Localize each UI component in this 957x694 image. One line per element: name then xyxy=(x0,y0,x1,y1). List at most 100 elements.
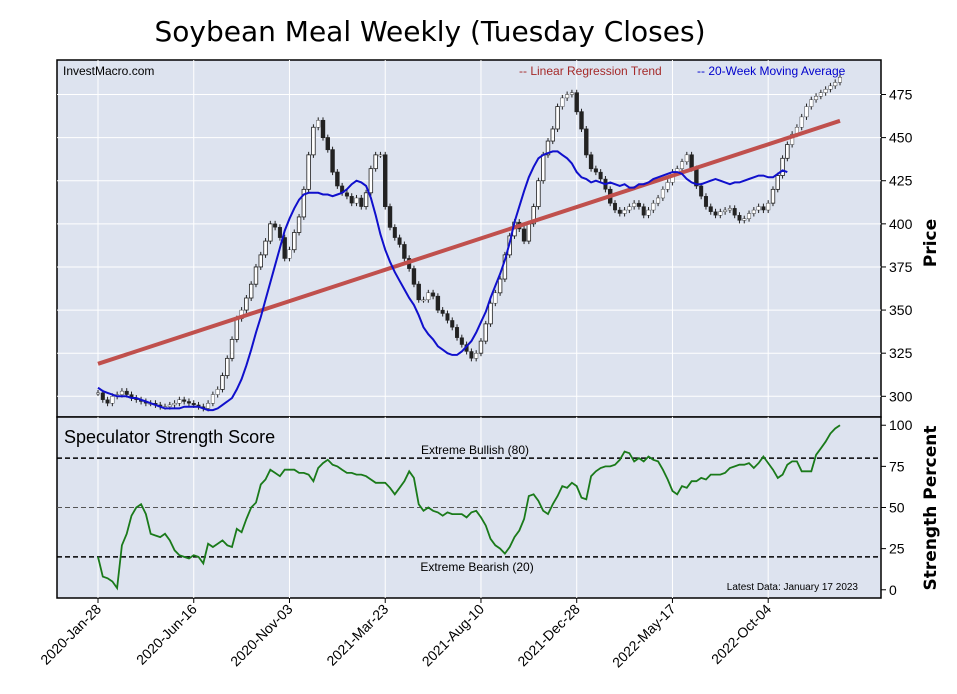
candle-body xyxy=(301,188,307,218)
price-y-label: Price xyxy=(921,219,941,267)
candle-body xyxy=(751,209,756,214)
candle-body xyxy=(368,168,374,194)
candle-body xyxy=(234,318,240,340)
strength-tick-label: 50 xyxy=(889,500,905,516)
candle-body xyxy=(402,244,407,259)
price-candles xyxy=(95,74,843,412)
candle-body xyxy=(770,188,776,204)
candle-body xyxy=(742,218,747,221)
candle-body xyxy=(344,192,349,197)
candle-body xyxy=(723,209,728,212)
candle-body xyxy=(660,189,665,199)
watermark: InvestMacro.com xyxy=(63,64,154,78)
candle-body xyxy=(569,92,574,95)
candle-body xyxy=(497,278,503,294)
candle-body xyxy=(392,227,397,238)
candle-body xyxy=(756,206,761,211)
candle-body xyxy=(646,209,651,216)
candle-body xyxy=(268,223,273,242)
candle-body xyxy=(182,399,187,402)
x-tick-label: 2020-Jan-28 xyxy=(37,601,104,668)
price-panel xyxy=(56,59,882,418)
candle-body xyxy=(727,208,732,211)
candle-body xyxy=(383,154,388,207)
candle-body xyxy=(105,399,110,404)
candle-body xyxy=(455,327,460,338)
moving-average-line xyxy=(97,150,788,412)
candle-body xyxy=(440,309,445,314)
candle-body xyxy=(100,392,105,400)
candle-body xyxy=(311,126,316,156)
price-tick-label: 450 xyxy=(889,130,913,146)
candle-body xyxy=(622,209,627,214)
strength-tick-label: 0 xyxy=(889,582,897,598)
strength-y-axis: 0 25 50 75 100 xyxy=(881,417,913,598)
candle-body xyxy=(804,106,809,118)
strength-tick-label: 100 xyxy=(889,417,913,433)
candle-body xyxy=(253,266,259,285)
x-tick-label: 2021-Dec-28 xyxy=(514,601,583,670)
candle-body xyxy=(119,390,124,395)
candle-body xyxy=(220,375,225,390)
candle-body xyxy=(186,401,191,404)
candle-body xyxy=(699,185,704,197)
candle-body xyxy=(588,154,594,170)
candle-body xyxy=(277,227,282,238)
candle-body xyxy=(680,161,685,169)
candle-body xyxy=(565,94,570,99)
price-y-axis: 300 325 350 375 400 425 450 475 xyxy=(881,86,913,404)
candle-body xyxy=(493,292,498,304)
candle-body xyxy=(335,171,340,187)
candle-body xyxy=(215,389,220,395)
candle-body xyxy=(349,196,354,204)
candle-body xyxy=(172,403,177,406)
candle-body xyxy=(541,154,546,182)
candle-body xyxy=(550,128,555,142)
legend-trend: -- Linear Regression Trend xyxy=(519,64,662,78)
candle-body xyxy=(263,240,268,256)
candle-body xyxy=(641,206,646,216)
candle-body xyxy=(325,137,330,151)
candle-body xyxy=(450,320,455,328)
x-tick-label: 2021-Mar-23 xyxy=(323,601,391,669)
x-tick-label: 2022-May-17 xyxy=(609,601,679,671)
candle-body xyxy=(387,206,393,228)
candle-body xyxy=(359,197,364,207)
strength-title: Speculator Strength Score xyxy=(64,427,275,447)
x-tick-label: 2020-Jun-16 xyxy=(133,601,200,668)
candle-body xyxy=(703,196,708,207)
candle-body xyxy=(244,297,249,311)
candle-body xyxy=(177,399,182,404)
candle-body xyxy=(354,197,359,204)
candle-body xyxy=(474,352,479,359)
candle-body xyxy=(521,228,527,242)
price-tick-label: 325 xyxy=(889,345,913,361)
candle-body xyxy=(124,390,129,395)
candle-body xyxy=(579,111,584,130)
candle-body xyxy=(210,394,215,404)
candle-body xyxy=(636,202,641,207)
candle-body xyxy=(718,211,723,216)
candle-body xyxy=(574,92,579,113)
candle-body xyxy=(320,119,326,139)
candle-body xyxy=(248,283,254,299)
candle-body xyxy=(545,140,551,156)
candle-body xyxy=(445,313,450,321)
price-tick-label: 475 xyxy=(889,86,913,102)
price-grid xyxy=(57,93,881,397)
candle-body xyxy=(531,206,536,225)
candle-body xyxy=(526,223,532,242)
strength-y-label: Strength Percent xyxy=(921,426,941,591)
x-tick-label: 2022-Oct-04 xyxy=(708,601,774,667)
candle-body xyxy=(823,89,828,93)
candle-body xyxy=(306,154,311,190)
candle-body xyxy=(110,396,115,404)
candle-body xyxy=(708,206,713,212)
candle-body xyxy=(617,209,622,214)
candle-body xyxy=(593,168,598,173)
candle-body xyxy=(292,232,297,251)
candle-body xyxy=(296,216,302,233)
candle-body xyxy=(732,208,737,216)
price-tick-label: 350 xyxy=(889,302,913,318)
candle-body xyxy=(536,180,541,207)
